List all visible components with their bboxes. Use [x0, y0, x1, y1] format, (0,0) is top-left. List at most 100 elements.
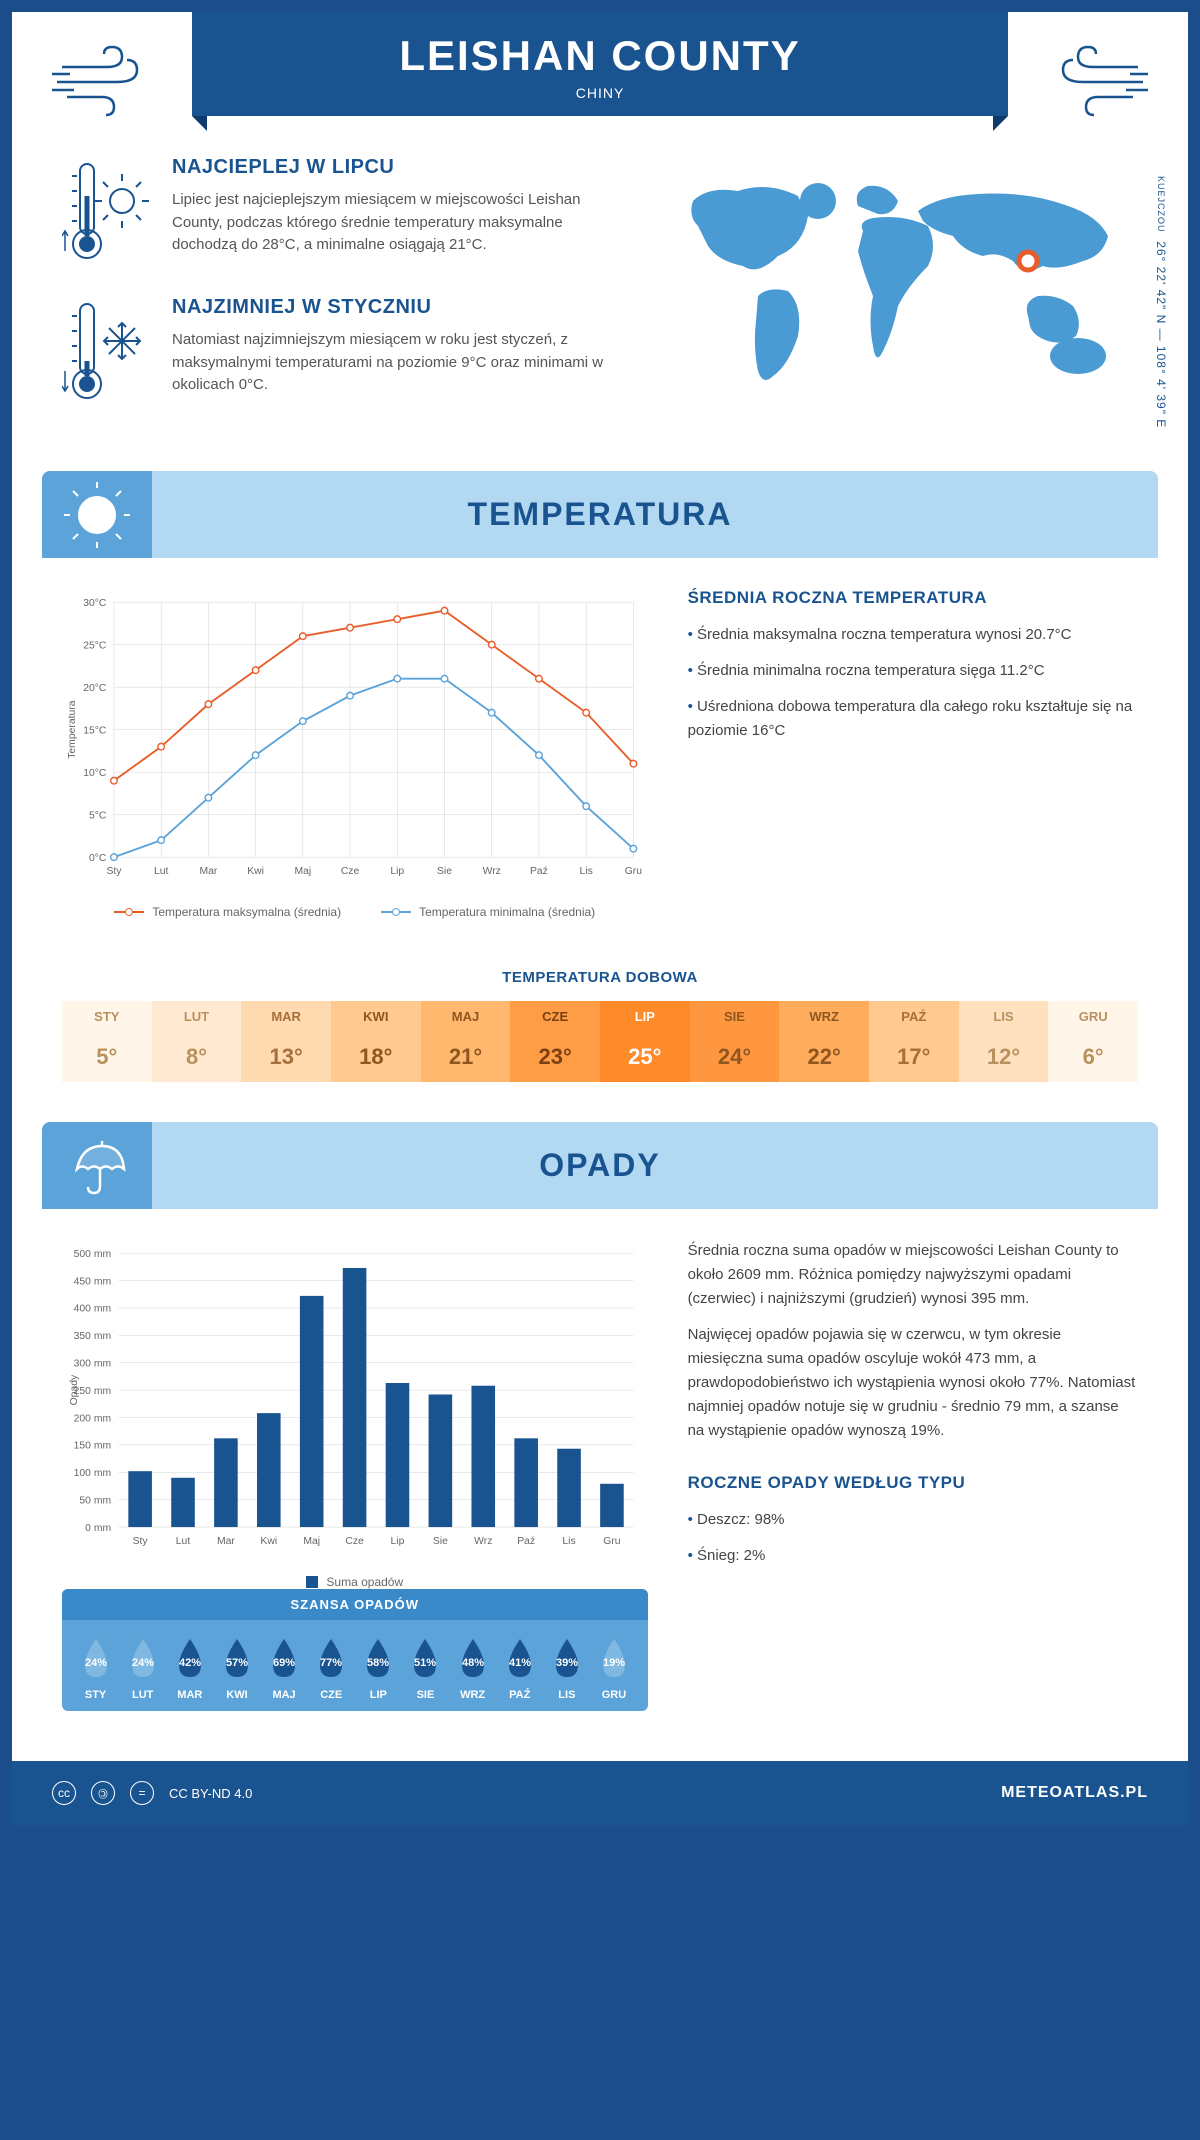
rain-chance-drop: 48% WRZ — [449, 1635, 496, 1701]
daily-temp-month: CZE — [510, 1001, 600, 1032]
wind-icon-left — [52, 42, 152, 122]
svg-text:Gru: Gru — [625, 866, 643, 877]
legend-max-label: Temperatura maksymalna (średnia) — [152, 905, 341, 919]
daily-temp-value: 25° — [600, 1032, 690, 1082]
coordinates: KUEJCZOU 26° 22' 42" N — 108° 4' 39" E — [1154, 176, 1168, 428]
svg-text:Wrz: Wrz — [474, 1536, 492, 1547]
svg-text:Kwi: Kwi — [247, 866, 264, 877]
daily-temp-value: 13° — [241, 1032, 331, 1082]
daily-temp-value: 24° — [690, 1032, 780, 1082]
svg-text:30°C: 30°C — [83, 598, 107, 609]
daily-temp-month: WRZ — [779, 1001, 869, 1032]
temperature-content: 0°C5°C10°C15°C20°C25°C30°CStyLutMarKwiMa… — [12, 558, 1188, 949]
daily-temp-value: 21° — [421, 1032, 511, 1082]
nd-icon: = — [130, 1781, 154, 1805]
coldest-text: Natomiast najzimniejszym miesiącem w rok… — [172, 329, 618, 397]
sun-icon — [42, 471, 152, 558]
precip-paragraph-2: Najwięcej opadów pojawia się w czerwcu, … — [688, 1323, 1138, 1443]
svg-text:25°C: 25°C — [83, 640, 107, 651]
precipitation-section-header: OPADY — [42, 1122, 1158, 1209]
svg-text:300 mm: 300 mm — [74, 1359, 111, 1370]
umbrella-icon — [42, 1122, 152, 1209]
daily-temp-month: SIE — [690, 1001, 780, 1032]
svg-text:450 mm: 450 mm — [74, 1277, 111, 1288]
temperature-title: TEMPERATURA — [42, 496, 1158, 533]
rain-chance-drop: 42% MAR — [166, 1635, 213, 1701]
cc-icon: cc — [52, 1781, 76, 1805]
annual-temp-bullet: Uśredniona dobowa temperatura dla całego… — [688, 695, 1138, 743]
rain-chance-drop: 57% KWI — [213, 1635, 260, 1701]
svg-text:Sty: Sty — [106, 866, 122, 877]
svg-text:350 mm: 350 mm — [74, 1331, 111, 1342]
svg-text:0 mm: 0 mm — [85, 1523, 111, 1534]
daily-temp-title: TEMPERATURA DOBOWA — [12, 969, 1188, 986]
page-subtitle: CHINY — [192, 85, 1008, 101]
footer-license: cc 🄯 = CC BY-ND 4.0 — [52, 1781, 252, 1805]
precip-type-bullet: Śnieg: 2% — [688, 1544, 1138, 1568]
header: LEISHAN COUNTY CHINY — [12, 12, 1188, 116]
daily-temp-value: 17° — [869, 1032, 959, 1082]
precipitation-text: Średnia roczna suma opadów w miejscowośc… — [688, 1239, 1138, 1731]
svg-text:0°C: 0°C — [89, 853, 107, 864]
svg-text:Lip: Lip — [391, 1536, 405, 1547]
svg-text:Maj: Maj — [303, 1536, 320, 1547]
warmest-title: NAJCIEPLEJ W LIPCU — [172, 156, 618, 179]
daily-temp-value: 23° — [510, 1032, 600, 1082]
svg-text:Cze: Cze — [345, 1536, 364, 1547]
svg-text:Paź: Paź — [517, 1536, 535, 1547]
temperature-legend: .legend-swatch[style*="e85d2a"]::before{… — [62, 905, 648, 919]
rain-chance-drop: 69% MAJ — [261, 1635, 308, 1701]
precipitation-content: 0 mm50 mm100 mm150 mm200 mm250 mm300 mm3… — [12, 1209, 1188, 1761]
daily-temp-month: LUT — [152, 1001, 242, 1032]
svg-text:200 mm: 200 mm — [74, 1413, 111, 1424]
svg-text:Mar: Mar — [199, 866, 217, 877]
page-title: LEISHAN COUNTY — [192, 32, 1008, 80]
rain-chance-title: SZANSA OPADÓW — [62, 1589, 648, 1620]
rain-chance-drop: 39% LIS — [543, 1635, 590, 1701]
precip-paragraph-1: Średnia roczna suma opadów w miejscowośc… — [688, 1239, 1138, 1311]
daily-temp-month: KWI — [331, 1001, 421, 1032]
svg-text:19%: 19% — [603, 1657, 625, 1669]
svg-text:41%: 41% — [509, 1657, 531, 1669]
daily-temp-month: PAŹ — [869, 1001, 959, 1032]
svg-text:Lis: Lis — [580, 866, 593, 877]
svg-text:500 mm: 500 mm — [74, 1249, 111, 1260]
rain-chance-drop: 24% LUT — [119, 1635, 166, 1701]
svg-text:Opady: Opady — [69, 1374, 80, 1405]
warmest-block: NAJCIEPLEJ W LIPCU Lipiec jest najcieple… — [62, 156, 618, 266]
svg-text:5°C: 5°C — [89, 810, 107, 821]
coldest-title: NAJZIMNIEJ W STYCZNIU — [172, 296, 618, 319]
infographic-page: LEISHAN COUNTY CHINY — [0, 0, 1200, 1837]
precipitation-bar-chart: 0 mm50 mm100 mm150 mm200 mm250 mm300 mm3… — [62, 1239, 648, 1560]
rain-chance-drop: 58% LIP — [355, 1635, 402, 1701]
svg-text:Lis: Lis — [562, 1536, 575, 1547]
svg-text:69%: 69% — [273, 1657, 295, 1669]
precipitation-legend: Suma opadów — [62, 1575, 648, 1589]
rain-chance-panel: SZANSA OPADÓW 24% STY 24% LUT 42% MAR 57… — [62, 1589, 648, 1711]
svg-text:10°C: 10°C — [83, 768, 107, 779]
svg-text:150 mm: 150 mm — [74, 1441, 111, 1452]
legend-precip-label: Suma opadów — [326, 1575, 403, 1589]
svg-text:Temperatura: Temperatura — [67, 700, 78, 758]
annual-temp-title: ŚREDNIA ROCZNA TEMPERATURA — [688, 588, 1138, 608]
precipitation-title: OPADY — [42, 1147, 1158, 1184]
legend-min-label: Temperatura minimalna (średnia) — [419, 905, 595, 919]
svg-text:Kwi: Kwi — [260, 1536, 277, 1547]
warmest-text: Lipiec jest najcieplejszym miesiącem w m… — [172, 189, 618, 257]
daily-temp-month: GRU — [1048, 1001, 1138, 1032]
daily-temp-month: LIS — [959, 1001, 1049, 1032]
wind-icon-right — [1048, 42, 1148, 122]
daily-temp-month: MAR — [241, 1001, 331, 1032]
rain-chance-drop: 77% CZE — [308, 1635, 355, 1701]
precip-by-type-title: ROCZNE OPADY WEDŁUG TYPU — [688, 1473, 1138, 1493]
svg-text:400 mm: 400 mm — [74, 1304, 111, 1315]
svg-text:77%: 77% — [320, 1657, 342, 1669]
world-map-container: KUEJCZOU 26° 22' 42" N — 108° 4' 39" E — [658, 156, 1138, 441]
daily-temp-value: 5° — [62, 1032, 152, 1082]
rain-chance-drop: 51% SIE — [402, 1635, 449, 1701]
thermometer-hot-icon — [62, 156, 152, 266]
license-text: CC BY-ND 4.0 — [169, 1786, 252, 1801]
svg-text:51%: 51% — [414, 1657, 436, 1669]
svg-text:Sie: Sie — [433, 1536, 448, 1547]
svg-text:24%: 24% — [85, 1657, 107, 1669]
